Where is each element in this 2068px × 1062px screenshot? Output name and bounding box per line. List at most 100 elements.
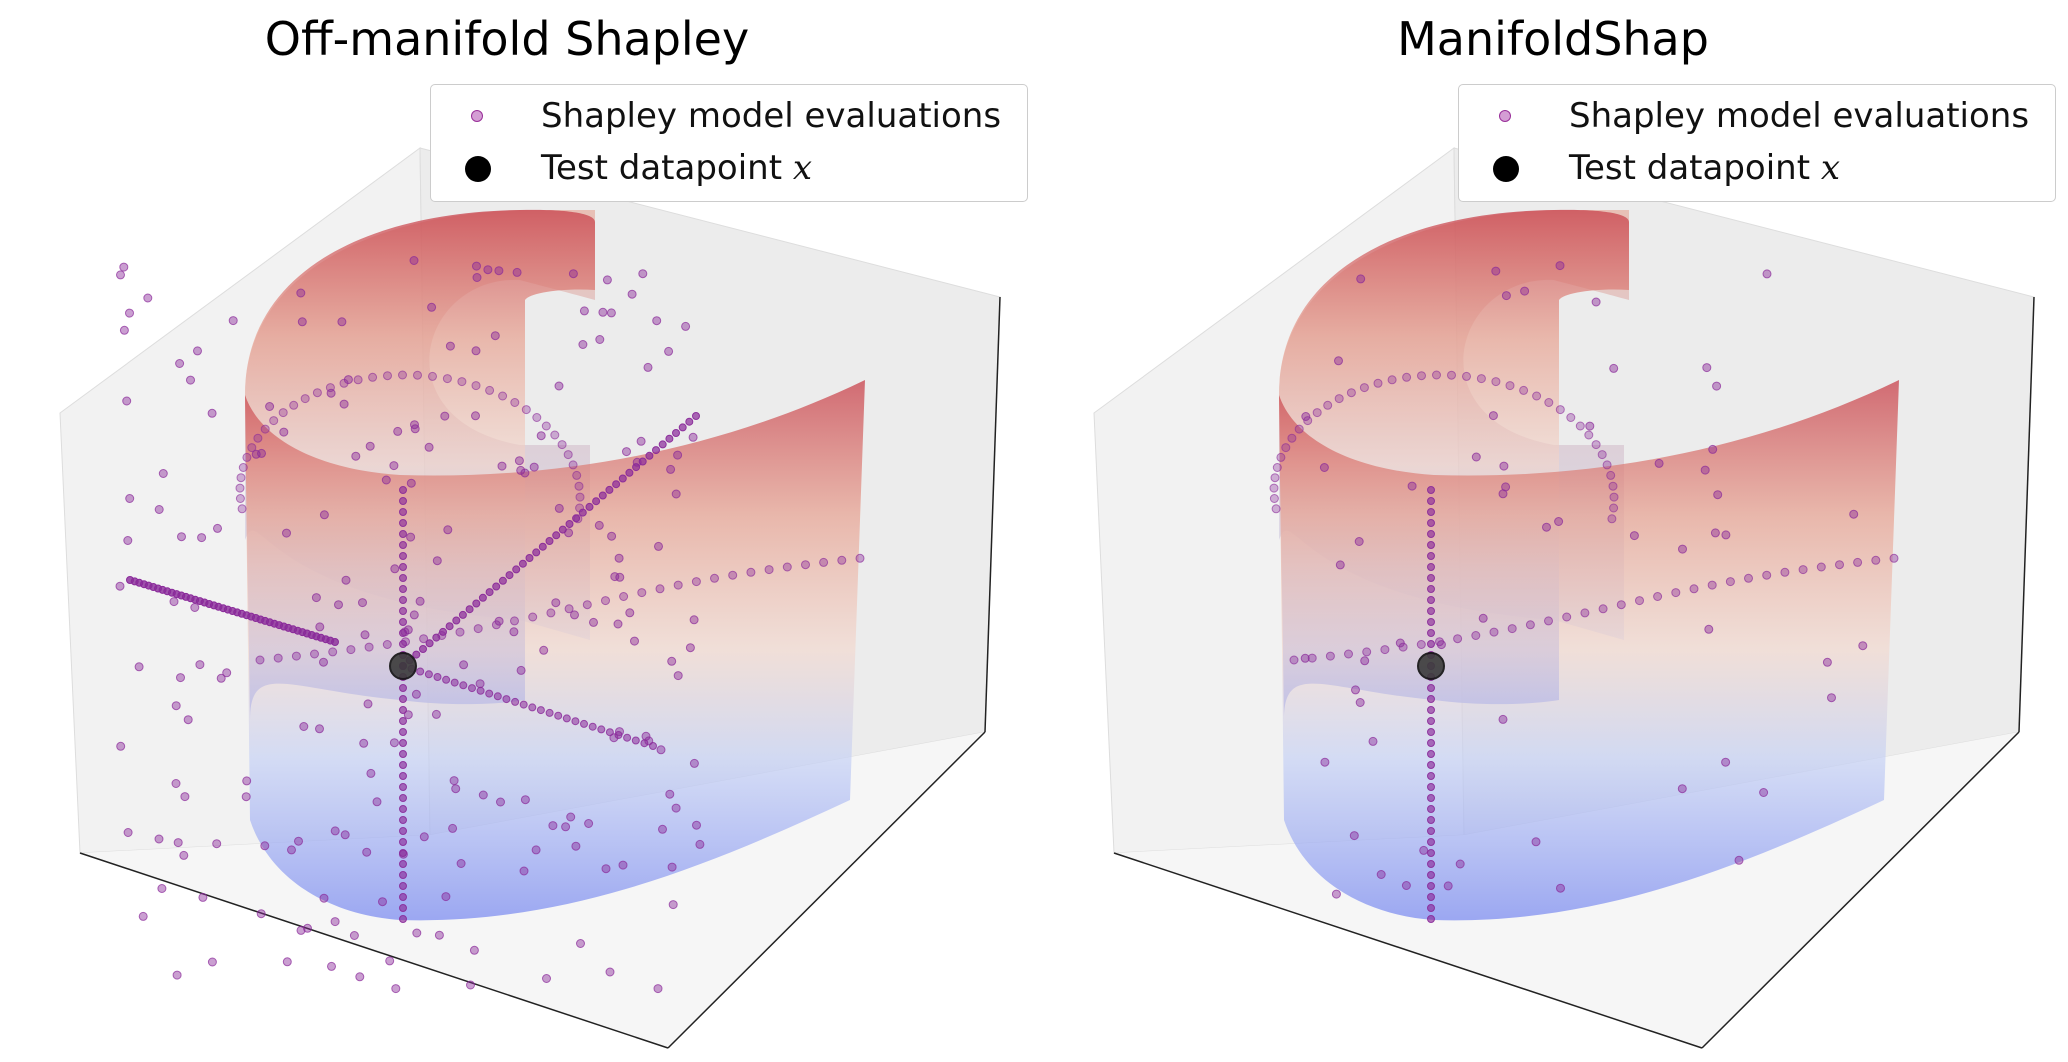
evaluation-point <box>368 372 378 382</box>
evaluation-point <box>334 600 343 610</box>
evaluation-point <box>207 957 217 967</box>
evaluation-point <box>346 645 356 655</box>
evaluation-point <box>406 532 416 542</box>
evaluation-point <box>1281 443 1291 453</box>
evaluation-point <box>179 850 189 860</box>
evaluation-point <box>193 346 202 356</box>
evaluation-point <box>689 615 699 625</box>
evaluation-point <box>1689 584 1699 594</box>
evaluation-point <box>1334 394 1344 404</box>
evaluation-point <box>255 655 265 665</box>
evaluation-point <box>1427 541 1435 549</box>
evaluation-point <box>1373 378 1383 388</box>
evaluation-point <box>419 832 429 842</box>
legend-label: Shapley model evaluations <box>541 96 1002 136</box>
evaluation-point <box>563 450 573 460</box>
evaluation-point <box>459 681 468 690</box>
evaluation-point <box>399 541 407 549</box>
evaluation-point <box>685 417 694 426</box>
evaluation-point <box>612 480 621 489</box>
evaluation-point <box>359 738 369 748</box>
evaluation-point <box>1427 827 1435 835</box>
evaluation-point <box>1584 430 1594 440</box>
evaluation-point <box>654 541 663 551</box>
evaluation-point <box>1416 640 1426 649</box>
evaluation-point <box>1289 655 1299 665</box>
evaluation-point <box>399 519 407 527</box>
evaluation-point <box>445 622 454 631</box>
evaluation-point <box>1629 531 1639 541</box>
evaluation-point <box>494 266 504 276</box>
evaluation-point <box>1491 377 1501 387</box>
evaluation-point <box>1519 385 1529 395</box>
evaluation-point <box>175 359 185 368</box>
evaluation-point <box>801 560 810 570</box>
evaluation-point <box>1471 452 1481 462</box>
evaluation-point <box>1591 440 1601 450</box>
evaluation-point <box>1368 736 1378 746</box>
evaluation-point <box>1635 596 1644 606</box>
evaluation-point <box>1734 855 1744 865</box>
evaluation-point <box>216 673 226 683</box>
evaluation-point <box>456 859 466 868</box>
evaluation-point <box>343 375 353 385</box>
evaluation-point <box>580 719 588 728</box>
evaluation-points <box>1269 261 1899 923</box>
evaluation-point <box>1677 784 1687 794</box>
evaluation-point <box>311 593 321 603</box>
evaluation-point <box>287 845 296 855</box>
evaluation-point <box>319 893 329 903</box>
evaluation-point <box>413 370 422 380</box>
evaluation-point <box>673 450 683 460</box>
evaluation-point <box>509 627 519 637</box>
evaluation-point <box>1858 641 1868 651</box>
evaluation-point <box>514 456 524 466</box>
evaluation-point <box>439 627 447 636</box>
evaluation-point <box>296 925 306 935</box>
evaluation-point <box>1585 421 1595 431</box>
evaluation-point <box>1798 565 1808 575</box>
evaluation-point <box>154 505 164 514</box>
evaluation-point <box>171 779 181 788</box>
evaluation-point <box>432 556 442 566</box>
evaluation-point <box>1707 580 1717 590</box>
evaluation-point <box>247 443 257 453</box>
evaluation-point <box>1427 508 1435 516</box>
evaluation-point <box>564 528 574 538</box>
evaluation-point <box>331 638 339 646</box>
evaluation-point <box>1562 612 1572 622</box>
evaluation-point <box>601 864 611 874</box>
evaluation-point <box>575 492 585 502</box>
evaluation-point <box>1432 370 1441 380</box>
evaluation-point <box>1427 596 1435 604</box>
evaluation-point <box>1708 444 1718 454</box>
evaluation-point <box>1597 450 1607 460</box>
evaluation-point <box>595 335 605 344</box>
evaluation-point <box>494 616 504 626</box>
evaluation-point <box>609 733 619 743</box>
evaluation-point <box>428 371 437 381</box>
evaluation-point <box>578 508 587 517</box>
legend-entry-evaluations: Shapley model evaluations <box>1459 91 2055 141</box>
evaluation-point <box>278 408 288 418</box>
evaluation-point <box>1501 291 1511 301</box>
evaluation-point <box>391 984 401 994</box>
evaluation-point <box>198 892 208 902</box>
evaluation-point <box>1520 286 1530 296</box>
legend: Shapley model evaluations Test datapoint… <box>430 84 1028 202</box>
evaluation-point <box>1334 356 1343 366</box>
evaluation-point <box>177 532 186 542</box>
evaluation-point <box>415 596 425 606</box>
evaluation-point <box>615 572 625 582</box>
evaluation-point <box>297 317 307 327</box>
evaluation-point <box>1269 483 1279 493</box>
evaluation-point <box>485 689 494 698</box>
evaluation-point <box>485 385 495 395</box>
evaluation-point <box>490 331 500 341</box>
evaluation-point <box>1427 838 1435 846</box>
evaluation-point <box>1270 473 1280 483</box>
evaluation-point <box>1721 757 1731 767</box>
evaluation-point <box>478 593 487 602</box>
evaluation-point <box>1359 383 1369 393</box>
evaluation-point <box>399 783 407 791</box>
